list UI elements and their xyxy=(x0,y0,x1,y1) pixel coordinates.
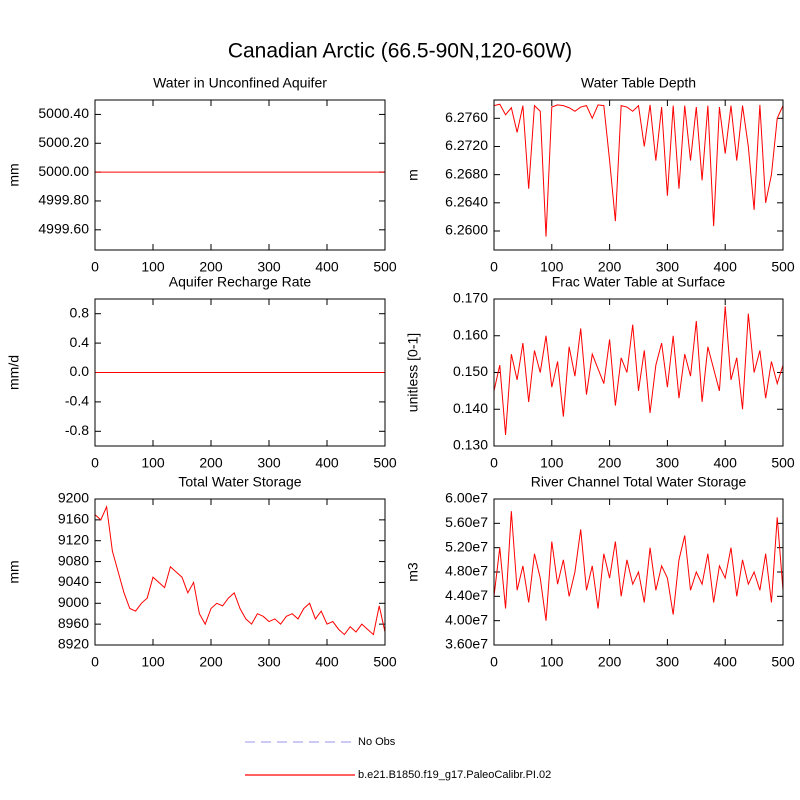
y-tick-label: 3.60e7 xyxy=(445,636,488,652)
data-line xyxy=(493,306,784,436)
x-tick-label: 300 xyxy=(257,259,281,275)
x-tick-label: 200 xyxy=(598,259,622,275)
x-tick-label: 300 xyxy=(656,259,680,275)
plot-frame xyxy=(493,298,784,447)
y-tick-label: 4.80e7 xyxy=(445,563,488,579)
x-tick-label: 400 xyxy=(714,259,738,275)
y-tick-label: 8920 xyxy=(58,636,89,652)
x-tick-label: 0 xyxy=(91,259,99,275)
x-tick-label: 200 xyxy=(199,259,223,275)
y-tick-label: 6.00e7 xyxy=(445,490,488,506)
plot-frame xyxy=(493,99,784,251)
legend-label: b.e21.B1850.f19_g17.PaleoCalibr.PI.02 xyxy=(358,769,551,781)
y-tick-label: 5.20e7 xyxy=(445,538,488,554)
y-tick-label: 4.00e7 xyxy=(445,611,488,627)
y-tick-label: 0.0 xyxy=(70,363,90,379)
y-tick-label: 6.2640 xyxy=(445,194,488,210)
x-tick-label: 300 xyxy=(257,455,281,471)
x-tick-label: 400 xyxy=(714,654,738,670)
y-tick-label: 4999.80 xyxy=(38,192,89,208)
y-tick-label: 4999.60 xyxy=(38,221,89,237)
y-tick-label: -0.4 xyxy=(65,393,89,409)
x-tick-label: 300 xyxy=(257,654,281,670)
y-tick-label: 6.2720 xyxy=(445,137,488,153)
y-tick-label: 0.130 xyxy=(453,437,488,453)
y-axis-label: mm/d xyxy=(6,355,22,390)
y-tick-label: 9000 xyxy=(58,594,89,610)
x-tick-label: 400 xyxy=(315,455,339,471)
x-tick-label: 500 xyxy=(373,259,397,275)
x-tick-label: 100 xyxy=(540,455,564,471)
y-tick-label: 6.2600 xyxy=(445,222,488,238)
y-tick-label: -0.8 xyxy=(65,422,89,438)
legend-label: No Obs xyxy=(358,736,396,748)
data-line xyxy=(94,504,386,636)
y-tick-label: 4.40e7 xyxy=(445,587,488,603)
panel-title: Water Table Depth xyxy=(581,75,696,91)
x-tick-label: 500 xyxy=(771,259,795,275)
x-tick-label: 500 xyxy=(373,455,397,471)
y-axis-label: m xyxy=(405,169,421,181)
x-tick-label: 200 xyxy=(598,654,622,670)
x-tick-label: 500 xyxy=(771,455,795,471)
x-tick-label: 400 xyxy=(315,654,339,670)
y-axis-label: mm xyxy=(6,560,22,583)
y-tick-label: 9080 xyxy=(58,552,89,568)
x-tick-label: 100 xyxy=(540,259,564,275)
panel-title: River Channel Total Water Storage xyxy=(531,474,747,490)
x-tick-label: 200 xyxy=(199,654,223,670)
x-tick-label: 500 xyxy=(771,654,795,670)
y-tick-label: 5000.00 xyxy=(38,163,89,179)
x-tick-label: 400 xyxy=(315,259,339,275)
panel-title: Aquifer Recharge Rate xyxy=(169,274,312,290)
plot-frame xyxy=(94,498,386,646)
plot-frame xyxy=(94,298,386,447)
y-tick-label: 9160 xyxy=(58,511,89,527)
x-tick-label: 0 xyxy=(490,259,498,275)
plot-frame xyxy=(94,99,386,251)
x-tick-label: 400 xyxy=(714,455,738,471)
panel-title: Water in Unconfined Aquifer xyxy=(153,75,327,91)
y-tick-label: 9040 xyxy=(58,573,89,589)
plot-frame xyxy=(493,498,784,646)
y-axis-label: m3 xyxy=(405,562,421,582)
x-tick-label: 100 xyxy=(141,654,165,670)
y-tick-label: 0.140 xyxy=(453,400,488,416)
x-tick-label: 0 xyxy=(490,654,498,670)
y-tick-label: 5000.20 xyxy=(38,134,89,150)
data-line xyxy=(493,103,784,237)
y-tick-label: 0.150 xyxy=(453,363,488,379)
y-tick-label: 5000.40 xyxy=(38,105,89,121)
figure-title: Canadian Arctic (66.5-90N,120-60W) xyxy=(228,40,572,63)
x-tick-label: 100 xyxy=(540,654,564,670)
y-tick-label: 5.60e7 xyxy=(445,514,488,530)
x-tick-label: 0 xyxy=(91,455,99,471)
x-tick-label: 300 xyxy=(656,455,680,471)
x-tick-label: 0 xyxy=(490,455,498,471)
y-axis-label: mm xyxy=(6,163,22,186)
x-tick-label: 0 xyxy=(91,654,99,670)
y-tick-label: 0.160 xyxy=(453,326,488,342)
y-tick-label: 9200 xyxy=(58,490,89,506)
y-tick-label: 0.170 xyxy=(453,290,488,306)
x-tick-label: 300 xyxy=(656,654,680,670)
y-axis-label: unitless [0-1] xyxy=(405,333,421,412)
panel-title: Total Water Storage xyxy=(178,474,301,490)
x-tick-label: 100 xyxy=(141,259,165,275)
x-tick-label: 500 xyxy=(373,654,397,670)
y-tick-label: 9120 xyxy=(58,531,89,547)
y-tick-label: 8960 xyxy=(58,615,89,631)
x-tick-label: 200 xyxy=(199,455,223,471)
y-tick-label: 0.4 xyxy=(70,334,90,350)
x-tick-label: 100 xyxy=(141,455,165,471)
data-line xyxy=(493,511,784,621)
y-tick-label: 6.2680 xyxy=(445,165,488,181)
x-tick-label: 200 xyxy=(598,455,622,471)
y-tick-label: 0.8 xyxy=(70,304,90,320)
panel-title: Frac Water Table at Surface xyxy=(552,274,726,290)
y-tick-label: 6.2760 xyxy=(445,109,488,125)
